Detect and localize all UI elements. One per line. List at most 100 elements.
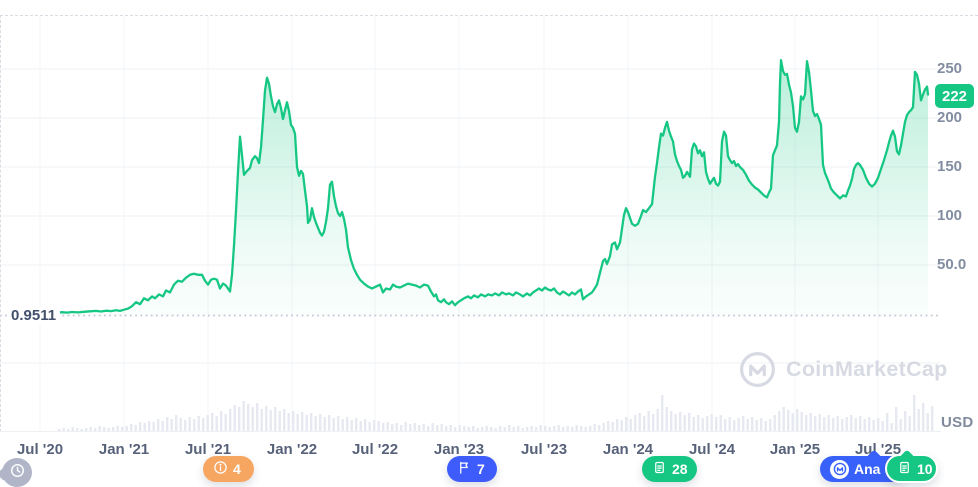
volume-bar (850, 415, 853, 431)
volume-bar (584, 427, 587, 431)
volume-bar (854, 418, 857, 431)
volume-bar (526, 427, 529, 431)
info-icon (213, 460, 228, 478)
volume-bar (373, 420, 376, 431)
volume-bar (656, 409, 659, 431)
volume-bar (665, 407, 668, 431)
volume-bar (278, 411, 281, 431)
volume-bar (733, 420, 736, 431)
volume-bar (692, 417, 695, 431)
volume-bar (341, 419, 344, 431)
volume-bar (706, 416, 709, 431)
volume-bar (571, 427, 574, 431)
volume-bar (782, 407, 785, 431)
volume-bar (647, 411, 650, 431)
volume-bar (481, 427, 484, 431)
volume-bar (724, 419, 727, 431)
x-axis-label: Jan '22 (266, 441, 318, 458)
volume-bar (233, 405, 236, 431)
volume-bar (166, 417, 169, 431)
volume-bar (175, 415, 178, 431)
volume-bar (841, 419, 844, 431)
history-marker[interactable] (0, 458, 32, 487)
volume-bar (701, 418, 704, 431)
volume-bar (458, 425, 461, 431)
x-axis-label: Jul '20 (16, 441, 64, 458)
document-icon (652, 460, 667, 478)
volume-bar (364, 419, 367, 431)
volume-bar (917, 409, 920, 431)
x-axis-label: Jul '24 (688, 441, 736, 458)
volume-bar (62, 428, 65, 431)
volume-bar (328, 415, 331, 431)
y-axis-label: 50.0 (937, 256, 967, 273)
volume-bar (805, 415, 808, 431)
current-price-badge: 222 (935, 84, 974, 108)
volume-bar (260, 409, 263, 431)
y-axis-label: 250 (937, 60, 963, 77)
volume-bar (499, 426, 502, 431)
volume-bar (332, 418, 335, 431)
volume-bar (157, 419, 160, 431)
volume-bar (593, 424, 596, 431)
volume-bar (103, 427, 106, 431)
volume-bar (58, 429, 61, 431)
volume-bar (427, 426, 430, 431)
volume-bar (269, 410, 272, 431)
volume-bar (544, 426, 547, 431)
y-axis-label: 200 (937, 109, 963, 126)
marker-news-badge[interactable]: 28 (642, 449, 697, 482)
volume-bar (886, 413, 889, 431)
volume-bar (872, 420, 875, 431)
volume-bar (719, 415, 722, 431)
volume-bar (890, 423, 893, 431)
plot-border-top (0, 15, 978, 16)
y-axis-label: 150 (937, 158, 963, 175)
volume-bar (179, 418, 182, 431)
volume-bar (256, 403, 259, 431)
volume-bar (152, 422, 155, 431)
volume-bar (193, 419, 196, 431)
marker-info-badge[interactable]: 4 (203, 449, 254, 482)
volume-bar (247, 404, 250, 431)
volume-bar (184, 420, 187, 431)
volume-bar (859, 416, 862, 431)
volume-bar (809, 413, 812, 431)
volume-bar (436, 425, 439, 431)
volume-bar (539, 425, 542, 431)
volume-bar (251, 407, 254, 431)
volume-bar (485, 426, 488, 431)
volume-bar (463, 426, 466, 431)
x-axis-label: Jan '25 (769, 441, 821, 458)
volume-bar (445, 426, 448, 431)
volume-bar (323, 417, 326, 431)
volume-bar (638, 413, 641, 431)
volume-bar (490, 427, 493, 431)
volume-bar (728, 417, 731, 431)
volume-bar (589, 426, 592, 431)
volume-bar (337, 416, 340, 431)
volume-bar (346, 417, 349, 431)
volume-bar (823, 417, 826, 431)
volume-bar (71, 427, 74, 431)
plot-border-left (0, 15, 1, 432)
volume-bar (377, 421, 380, 431)
currency-unit-label: USD (941, 414, 974, 431)
marker-flag-badge[interactable]: 7 (447, 449, 497, 482)
marker-news-2-badge[interactable]: 10 (885, 449, 938, 483)
volume-bar (836, 416, 839, 431)
volume-bar (913, 395, 916, 431)
volume-bar (877, 418, 880, 431)
volume-bar (760, 418, 763, 431)
volume-bar (467, 427, 470, 431)
volume-bar (881, 421, 884, 431)
volume-bar (629, 419, 632, 431)
flag-icon (457, 460, 472, 478)
volume-bar (301, 412, 304, 431)
volume-bar (508, 425, 511, 431)
volume-bar (602, 423, 605, 431)
volume-bar (530, 426, 533, 431)
volume-bar (242, 401, 245, 431)
volume-bar (598, 425, 601, 431)
